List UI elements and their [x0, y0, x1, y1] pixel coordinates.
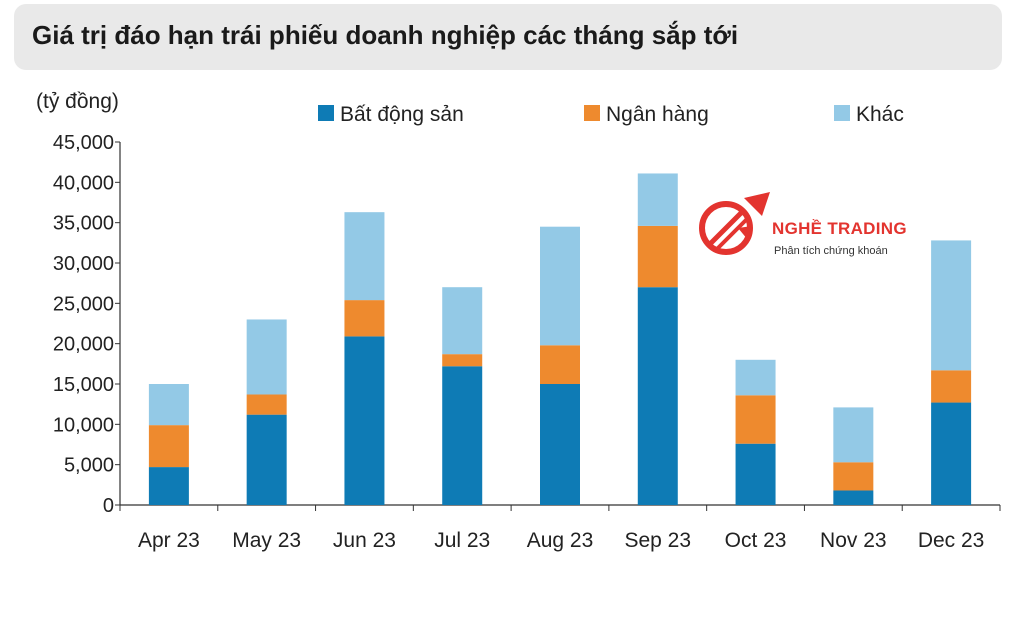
- x-tick-label: Sep 23: [624, 529, 691, 552]
- bar-segment-bds: [148, 467, 189, 505]
- bar-segment-bank: [442, 354, 483, 367]
- bar-segment-other: [735, 359, 776, 396]
- x-tick-label: Oct 23: [725, 529, 787, 552]
- y-tick-label: 35,000: [53, 213, 114, 235]
- bar-segment-bds: [833, 490, 874, 505]
- legend-swatch: [318, 105, 334, 121]
- bar-segment-bank: [540, 345, 580, 384]
- y-tick-label: 0: [103, 495, 114, 517]
- bar-segment-bds: [735, 443, 776, 505]
- title-bar: Giá trị đáo hạn trái phiếu doanh nghiệp …: [14, 4, 1002, 70]
- bar-segment-other: [344, 212, 385, 301]
- x-tick-label: Aug 23: [527, 529, 594, 552]
- bar-segment-bds: [246, 414, 287, 505]
- bar-segment-bank: [735, 395, 776, 444]
- bar-segment-bds: [344, 336, 385, 505]
- bar-segment-bank: [148, 425, 189, 468]
- bar-segment-bds: [637, 287, 678, 505]
- bar-segment-bank: [246, 394, 287, 415]
- y-tick-label: 5,000: [64, 455, 114, 477]
- bar-segment-bds: [931, 402, 972, 505]
- trading-arrow-icon: [699, 192, 770, 255]
- legend-label: Ngân hàng: [606, 103, 709, 126]
- logo-tagline: Phân tích chứng khoán: [774, 245, 888, 257]
- bar-segment-other: [833, 407, 874, 463]
- y-tick-label: 10,000: [53, 414, 114, 436]
- bar-segment-other: [637, 173, 678, 226]
- bar-segment-other: [442, 287, 483, 355]
- x-tick-label: Nov 23: [820, 529, 887, 552]
- y-tick-label: 15,000: [53, 374, 114, 396]
- bar-segment-bank: [931, 370, 972, 403]
- bar-segment-bank: [344, 300, 385, 337]
- bar-segment-other: [148, 384, 189, 426]
- y-tick-label: 25,000: [53, 293, 114, 315]
- bar-segment-other: [931, 240, 972, 371]
- x-tick-label: May 23: [232, 529, 301, 552]
- y-tick-label: 40,000: [53, 172, 114, 194]
- watermark-logo: NGHỀ TRADING Phân tích chứng khoán: [696, 188, 936, 268]
- bar-segment-bds: [540, 384, 580, 505]
- bar-segment-other: [246, 319, 287, 395]
- y-tick-label: 20,000: [53, 334, 114, 356]
- y-tick-label: 45,000: [53, 132, 114, 154]
- legend-label: Bất động sản: [340, 103, 464, 126]
- x-tick-label: Apr 23: [138, 529, 200, 552]
- x-tick-label: Jul 23: [434, 529, 490, 552]
- legend-swatch: [834, 105, 850, 121]
- logo-name: NGHỀ TRADING: [772, 219, 907, 238]
- bar-segment-bds: [442, 366, 483, 505]
- y-axis-label: (tỷ đồng): [36, 90, 119, 113]
- legend-swatch: [584, 105, 600, 121]
- x-tick-label: Dec 23: [918, 529, 985, 552]
- bar-segment-bank: [833, 462, 874, 491]
- bar-segment-bank: [637, 225, 678, 288]
- chart-title: Giá trị đáo hạn trái phiếu doanh nghiệp …: [32, 20, 739, 50]
- legend-label: Khác: [856, 103, 904, 126]
- bar-segment-other: [540, 226, 580, 346]
- y-tick-label: 30,000: [53, 253, 114, 275]
- x-tick-label: Jun 23: [333, 529, 396, 552]
